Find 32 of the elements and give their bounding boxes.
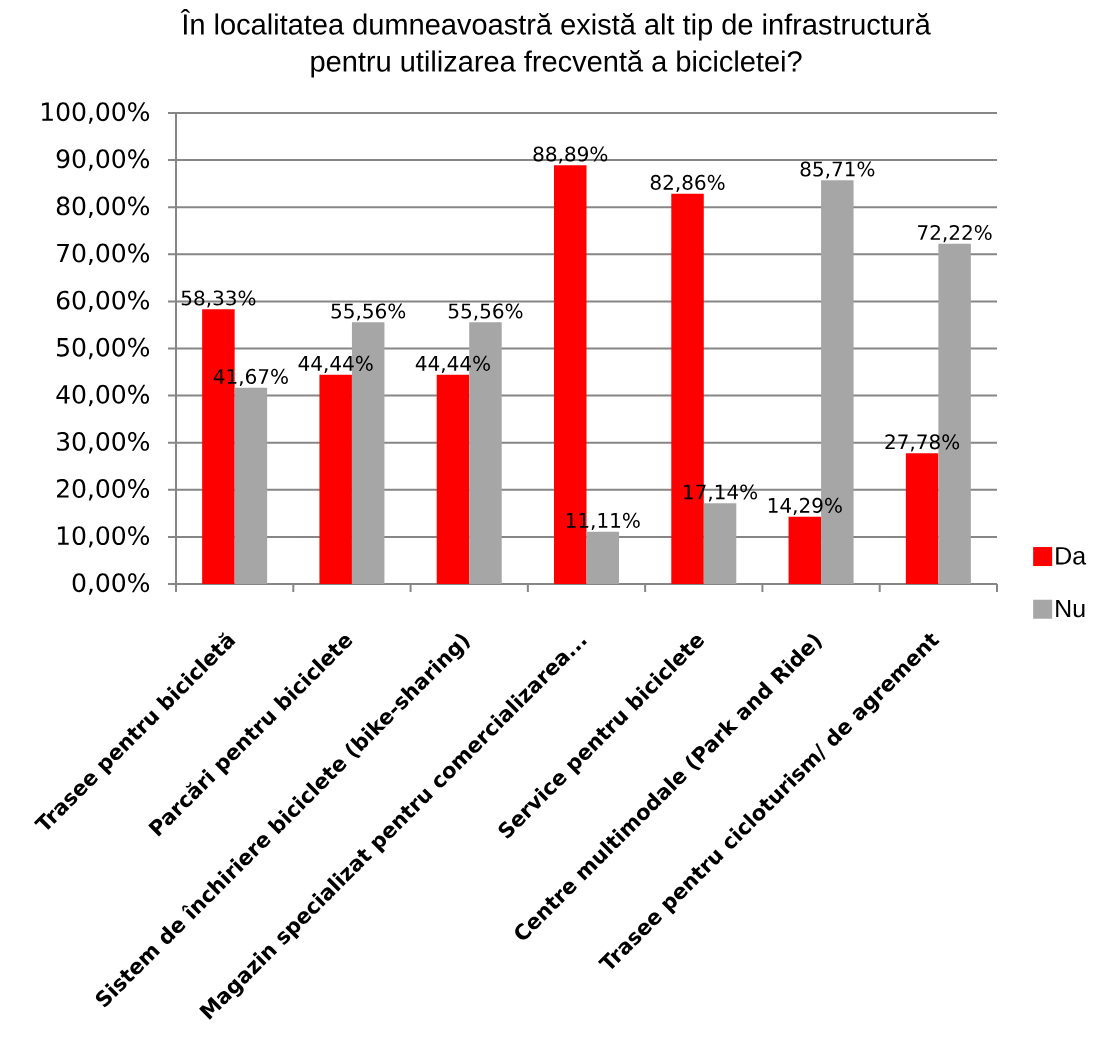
y-tick-label: 40,00% [56, 384, 150, 407]
data-label: 44,44% [415, 355, 490, 373]
data-label: 44,44% [298, 355, 373, 373]
data-label: 82,86% [650, 174, 725, 193]
bar [905, 453, 939, 584]
y-tick-label: 0,00% [72, 573, 150, 595]
y-tick-label: 10,00% [57, 526, 150, 548]
y-tick-label: 80,00% [56, 196, 150, 218]
y-tick-label: 90,00% [56, 149, 150, 171]
y-tick-label: 60,00% [56, 290, 150, 313]
data-label: 85,71% [800, 161, 875, 179]
bar [703, 503, 737, 584]
bar [436, 374, 470, 584]
data-label: 88,89% [533, 146, 608, 164]
data-label: 14,29% [768, 497, 842, 515]
bar [788, 516, 822, 584]
y-tick-label: 100,00% [41, 102, 150, 124]
data-label: 55,56% [448, 303, 523, 321]
data-label: 58,33% [181, 290, 256, 308]
y-tick-label: 20,00% [56, 479, 150, 501]
bar [586, 531, 619, 584]
chart-title: În localitatea dumneavoastră există alt tip de infrastructură pentru utilizarea frecventă a bicicletei? [180, 9, 931, 78]
bar [234, 387, 268, 584]
data-label: 27,78% [885, 434, 960, 452]
data-label: 72,22% [918, 224, 992, 243]
bar [319, 374, 352, 584]
y-tick-label: 30,00% [57, 431, 150, 454]
y-tick-label: 70,00% [57, 243, 150, 266]
legend-label: Nu [1056, 599, 1085, 618]
y-tick-label: 50,00% [57, 337, 150, 360]
legend-label: Da [1056, 547, 1087, 565]
data-label: 55,56% [331, 303, 406, 321]
